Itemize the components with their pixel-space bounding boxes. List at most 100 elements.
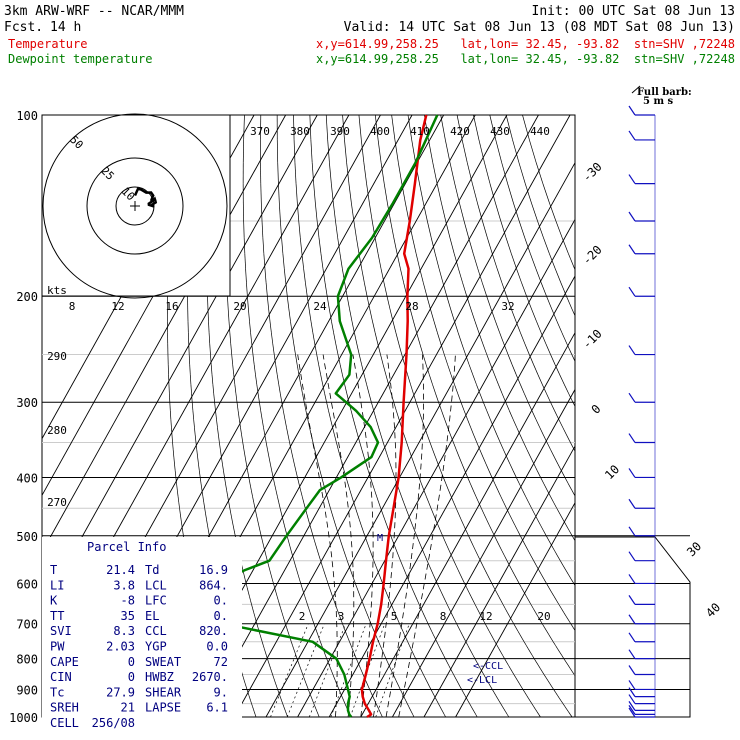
- dry-adiabat-segment: [506, 456, 511, 465]
- dry-adiabat-segment: [292, 645, 294, 649]
- dry-adiabat-segment: [247, 591, 250, 597]
- dry-adiabat-segment: [483, 674, 486, 678]
- moist-adiabat-label: 28: [405, 300, 418, 313]
- dry-adiabat-segment: [214, 402, 216, 411]
- parcel-row-value: 6.1: [206, 701, 228, 715]
- dry-adiabat-segment: [280, 608, 283, 613]
- dry-adiabat-segment: [259, 402, 262, 411]
- dry-adiabat-segment: [437, 463, 442, 471]
- dry-adiabat-segment: [290, 641, 293, 646]
- dry-adiabat-segment: [519, 384, 525, 394]
- dry-adiabat-segment: [211, 374, 214, 385]
- dry-adiabat-segment: [411, 711, 413, 715]
- dry-adiabat-segment: [235, 393, 238, 403]
- dry-adiabat-segment: [559, 513, 564, 520]
- dry-adiabat-segment: [277, 496, 280, 503]
- dry-adiabat-segment: [257, 519, 260, 526]
- dry-adiabat-segment: [563, 612, 567, 617]
- wind-barb-flag: [628, 174, 636, 184]
- dry-adiabat-segment: [262, 237, 265, 254]
- dry-adiabat-segment: [388, 664, 391, 669]
- dry-adiabat-segment: [268, 565, 271, 571]
- theta-label: 270: [47, 496, 67, 509]
- dry-adiabat-segment: [309, 114, 312, 140]
- dry-adiabat-segment: [434, 638, 438, 642]
- dewpoint-curve: [201, 114, 439, 718]
- dry-adiabat-segment: [559, 560, 564, 566]
- dry-adiabat-segment: [531, 703, 534, 707]
- dry-adiabat-segment: [396, 550, 399, 557]
- extension-frame: [575, 536, 691, 718]
- parcel-row-value: 3.8: [113, 578, 135, 592]
- dry-adiabat-segment: [451, 555, 455, 561]
- isotherm-line: [202, 114, 539, 718]
- dry-adiabat-segment: [274, 483, 277, 491]
- dry-adiabat-segment: [493, 587, 497, 593]
- dry-adiabat-segment: [312, 535, 315, 542]
- dry-adiabat-segment: [344, 139, 347, 163]
- dry-adiabat-segment: [502, 655, 505, 659]
- dry-adiabat-segment: [423, 674, 426, 678]
- dry-adiabat-segment: [288, 540, 291, 547]
- dry-adiabat-segment: [351, 496, 355, 503]
- dry-adiabat-segment: [370, 477, 373, 485]
- dry-adiabat-segment: [316, 630, 319, 635]
- dry-adiabat-segment: [437, 524, 441, 531]
- dry-adiabat-segment: [461, 343, 466, 355]
- parcel-row-label: Tc: [50, 685, 64, 699]
- dry-adiabat-segment: [182, 530, 184, 536]
- dry-adiabat-segment: [279, 508, 282, 515]
- dry-adiabat-segment: [511, 519, 516, 526]
- dry-adiabat-segment: [528, 550, 532, 557]
- dry-adiabat-segment: [550, 449, 555, 458]
- dry-adiabat-segment: [372, 321, 376, 333]
- dry-adiabat-segment: [506, 714, 510, 718]
- dry-adiabat-segment: [432, 574, 436, 580]
- dry-adiabat-segment: [172, 442, 174, 450]
- dry-adiabat-segment: [537, 664, 541, 669]
- dry-adiabat-segment: [311, 616, 313, 621]
- dry-adiabat-segment: [469, 648, 472, 653]
- dry-adiabat-segment: [203, 502, 206, 509]
- dry-adiabat-segment: [324, 574, 327, 580]
- dry-adiabat-segment: [361, 364, 365, 375]
- dry-adiabat-segment: [357, 434, 361, 443]
- dry-adiabat-segment: [494, 535, 498, 542]
- parcel-row-label: LI: [50, 578, 64, 592]
- dry-adiabat-segment: [426, 619, 429, 624]
- temperature-tick-label: -10: [580, 327, 605, 352]
- dry-adiabat-segment: [301, 253, 304, 269]
- dry-adiabat-segment: [525, 545, 529, 552]
- dry-adiabat-segment: [303, 402, 307, 411]
- dry-adiabat-segment: [314, 627, 317, 632]
- dry-adiabat-segment: [339, 364, 343, 375]
- dry-adiabat-segment: [320, 641, 322, 646]
- dry-adiabat-segment: [494, 641, 498, 646]
- dry-adiabat-segment: [330, 508, 333, 515]
- dry-adiabat-segment: [330, 591, 333, 597]
- dry-adiabat-segment: [571, 671, 575, 675]
- dry-adiabat-segment: [390, 668, 393, 672]
- dry-adiabat-segment: [569, 668, 573, 672]
- dry-adiabat-segment: [293, 114, 295, 140]
- dry-adiabat-segment: [299, 664, 301, 669]
- dry-adiabat-segment: [562, 426, 567, 436]
- dry-adiabat-segment: [430, 237, 436, 254]
- dry-adiabat-segment: [468, 364, 474, 375]
- dry-adiabat-segment: [405, 700, 408, 704]
- full-barb-sample: [631, 85, 641, 94]
- dry-adiabat-segment: [505, 402, 510, 411]
- dry-adiabat-segment: [373, 410, 377, 420]
- dry-adiabat-segment: [521, 638, 525, 642]
- dry-adiabat-segment: [264, 434, 267, 443]
- dry-adiabat-segment: [278, 384, 281, 394]
- dry-adiabat-segment: [557, 648, 560, 653]
- dry-adiabat-segment: [327, 583, 330, 588]
- dry-adiabat-segment: [312, 700, 315, 704]
- dry-adiabat-segment: [364, 608, 367, 613]
- dry-adiabat-segment: [520, 332, 526, 345]
- dry-adiabat-segment: [551, 686, 554, 690]
- parcel-row-label: TT: [50, 609, 64, 623]
- dry-adiabat-segment: [394, 612, 397, 617]
- dry-adiabat-segment: [336, 530, 340, 536]
